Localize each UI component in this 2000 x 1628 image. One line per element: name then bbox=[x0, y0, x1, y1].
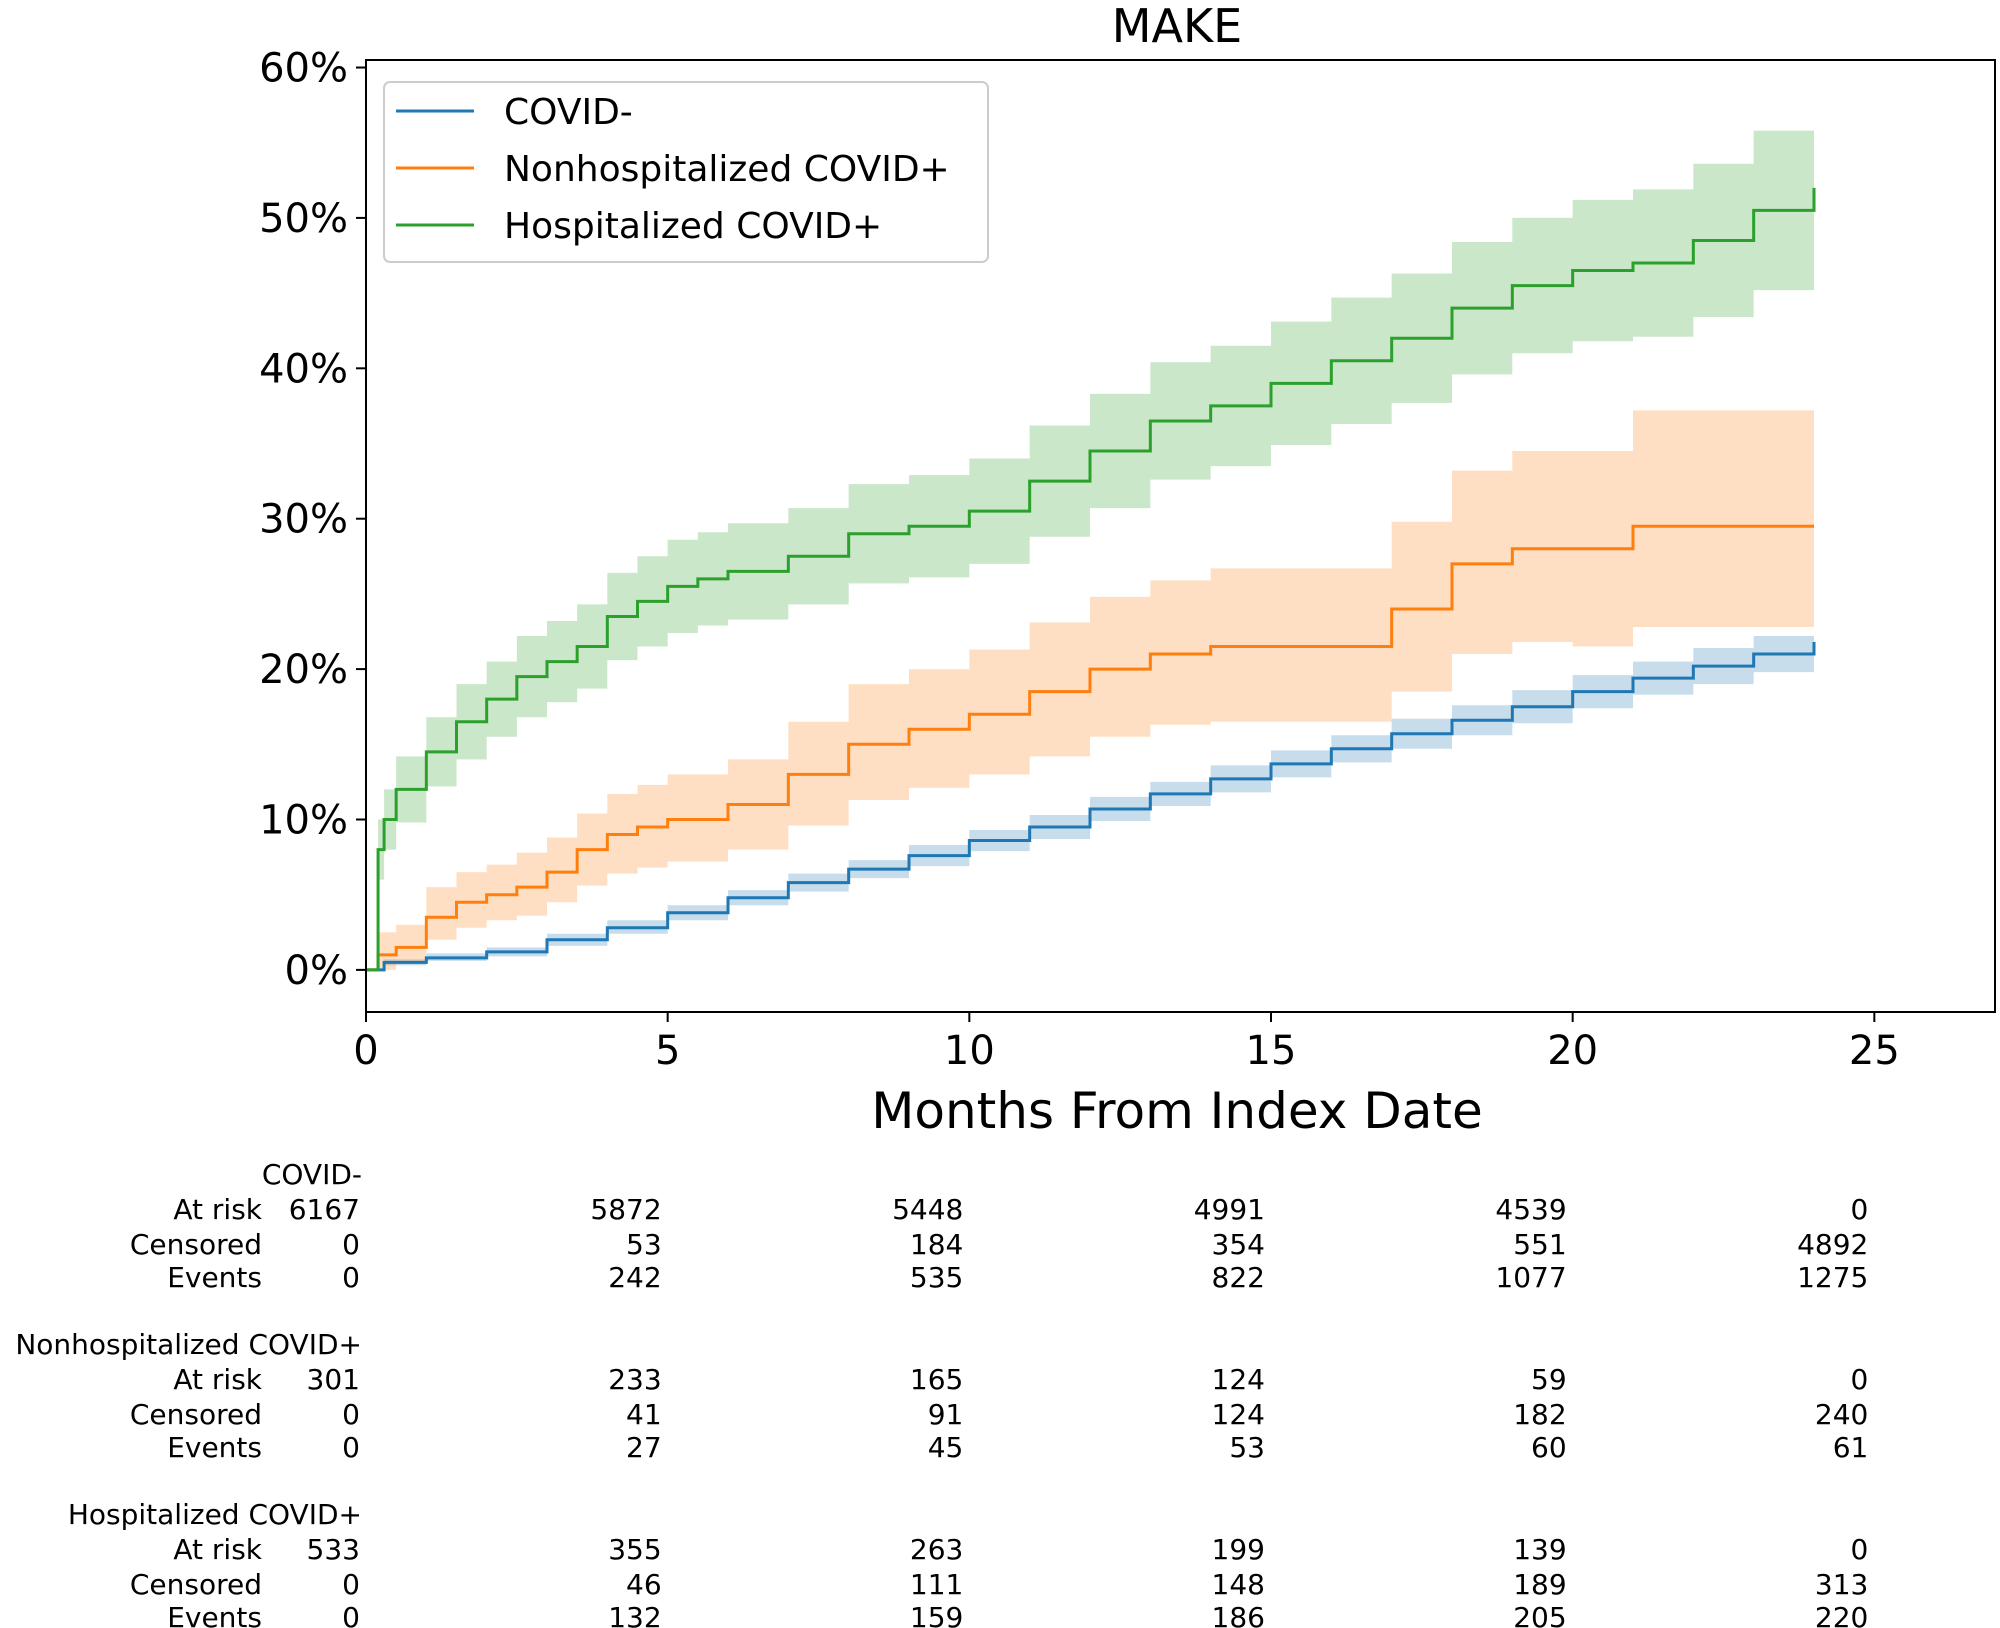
y-tick-label: 60% bbox=[259, 46, 348, 92]
x-axis-label: Months From Index Date bbox=[871, 1082, 1482, 1140]
table-cell: 46 bbox=[626, 1568, 662, 1601]
legend-label-hospitalized-covid: Hospitalized COVID+ bbox=[504, 206, 882, 247]
x-tick-label: 0 bbox=[353, 1028, 378, 1074]
ci-band-covid bbox=[366, 623, 1814, 970]
plot-frame bbox=[365, 59, 1996, 1013]
table-row-label: At risk bbox=[173, 1193, 262, 1226]
axis-ticks: 0 5 10 15 20 25 0% 10% 20% 30% 40% 50% 60% bbox=[259, 46, 1900, 1074]
table-cell: 313 bbox=[1815, 1568, 1868, 1601]
table-cell: 61 bbox=[1833, 1431, 1869, 1464]
table-row-label: At risk bbox=[173, 1533, 262, 1566]
table-cell: 551 bbox=[1513, 1228, 1566, 1261]
x-tick-label: 20 bbox=[1547, 1028, 1598, 1074]
x-tick-label: 25 bbox=[1849, 1028, 1900, 1074]
table-cell: 165 bbox=[910, 1363, 963, 1396]
table-cell: 182 bbox=[1513, 1398, 1566, 1431]
table-row-label: Censored bbox=[130, 1228, 262, 1261]
x-tick-label: 5 bbox=[655, 1028, 680, 1074]
table-cell: 240 bbox=[1815, 1398, 1868, 1431]
y-tick-label: 50% bbox=[259, 196, 348, 242]
table-group-nonhospitalized-covid: Nonhospitalized COVID+ bbox=[15, 1328, 362, 1361]
table-cell: 0 bbox=[342, 1261, 360, 1294]
legend-label-covid: COVID- bbox=[504, 92, 633, 133]
table-cell: 111 bbox=[910, 1568, 963, 1601]
table-cell: 263 bbox=[910, 1533, 963, 1566]
table-cell: 0 bbox=[1851, 1363, 1869, 1396]
table-cell: 1275 bbox=[1797, 1261, 1868, 1294]
table-cell: 0 bbox=[342, 1568, 360, 1601]
table-cell: 189 bbox=[1513, 1568, 1566, 1601]
y-tick-label: 30% bbox=[259, 497, 348, 543]
x-tick-label: 15 bbox=[1246, 1028, 1297, 1074]
table-row-label: Events bbox=[167, 1431, 262, 1464]
table-cell: 186 bbox=[1212, 1601, 1265, 1628]
y-tick-label: 40% bbox=[259, 346, 348, 392]
table-cell: 41 bbox=[626, 1398, 662, 1431]
table-cell: 242 bbox=[608, 1261, 661, 1294]
table-cell: 4539 bbox=[1495, 1193, 1566, 1226]
table-cell: 5872 bbox=[590, 1193, 661, 1226]
table-cell: 59 bbox=[1531, 1363, 1567, 1396]
series-line-nonhospitalized-covid bbox=[366, 524, 1814, 972]
risk-table: COVID-At risk 6167 5872 5448 4991 4539 0Censor… bbox=[15, 1158, 1868, 1628]
table-cell: 124 bbox=[1212, 1363, 1265, 1396]
table-cell: 0 bbox=[342, 1601, 360, 1628]
table-cell: 5448 bbox=[892, 1193, 963, 1226]
table-cell: 4991 bbox=[1194, 1193, 1265, 1226]
table-cell: 0 bbox=[342, 1431, 360, 1464]
table-cell: 0 bbox=[1851, 1193, 1869, 1226]
table-cell: 132 bbox=[608, 1601, 661, 1628]
series-line-covid bbox=[366, 642, 1816, 972]
y-tick-label: 20% bbox=[259, 647, 348, 693]
table-cell: 124 bbox=[1212, 1398, 1265, 1431]
table-cell: 233 bbox=[608, 1363, 661, 1396]
legend-label-nonhospitalized-covid: Nonhospitalized COVID+ bbox=[504, 149, 950, 190]
table-cell: 1077 bbox=[1495, 1261, 1566, 1294]
table-cell: 205 bbox=[1513, 1601, 1566, 1628]
table-cell: 301 bbox=[307, 1363, 360, 1396]
table-cell: 27 bbox=[626, 1431, 662, 1464]
y-tick-label: 0% bbox=[285, 948, 348, 994]
table-group-hospitalized-covid: Hospitalized COVID+ bbox=[68, 1498, 362, 1531]
table-cell: 199 bbox=[1212, 1533, 1265, 1566]
table-cell: 535 bbox=[910, 1261, 963, 1294]
table-row-label: Events bbox=[167, 1261, 262, 1294]
table-cell: 355 bbox=[608, 1533, 661, 1566]
table-cell: 6167 bbox=[289, 1193, 360, 1226]
table-cell: 159 bbox=[910, 1601, 963, 1628]
table-cell: 91 bbox=[928, 1398, 964, 1431]
table-cell: 53 bbox=[1229, 1431, 1265, 1464]
x-tick-label: 10 bbox=[944, 1028, 995, 1074]
table-cell: 533 bbox=[307, 1533, 360, 1566]
table-cell: 139 bbox=[1513, 1533, 1566, 1566]
table-row-label: At risk bbox=[173, 1363, 262, 1396]
series-lines bbox=[366, 187, 1816, 972]
table-row-label: Censored bbox=[130, 1568, 262, 1601]
table-cell: 45 bbox=[928, 1431, 964, 1464]
table-cell: 354 bbox=[1212, 1228, 1265, 1261]
legend: COVID- Nonhospitalized COVID+ Hospitalized… bbox=[383, 81, 989, 263]
series-line-hospitalized-covid bbox=[366, 187, 1816, 972]
chart-title: MAKE bbox=[1112, 0, 1242, 53]
table-cell: 0 bbox=[1851, 1533, 1869, 1566]
table-row-label: Censored bbox=[130, 1398, 262, 1431]
legend-box bbox=[383, 81, 989, 263]
table-row-label: Events bbox=[167, 1601, 262, 1628]
y-tick-label: 10% bbox=[259, 797, 348, 843]
table-cell: 184 bbox=[910, 1228, 963, 1261]
table-cell: 60 bbox=[1531, 1431, 1567, 1464]
table-cell: 148 bbox=[1212, 1568, 1265, 1601]
table-group-covid: COVID- bbox=[262, 1158, 362, 1191]
table-cell: 822 bbox=[1212, 1261, 1265, 1294]
table-cell: 0 bbox=[342, 1228, 360, 1261]
table-cell: 4892 bbox=[1797, 1228, 1868, 1261]
table-cell: 0 bbox=[342, 1398, 360, 1431]
table-cell: 53 bbox=[626, 1228, 662, 1261]
table-cell: 220 bbox=[1815, 1601, 1868, 1628]
